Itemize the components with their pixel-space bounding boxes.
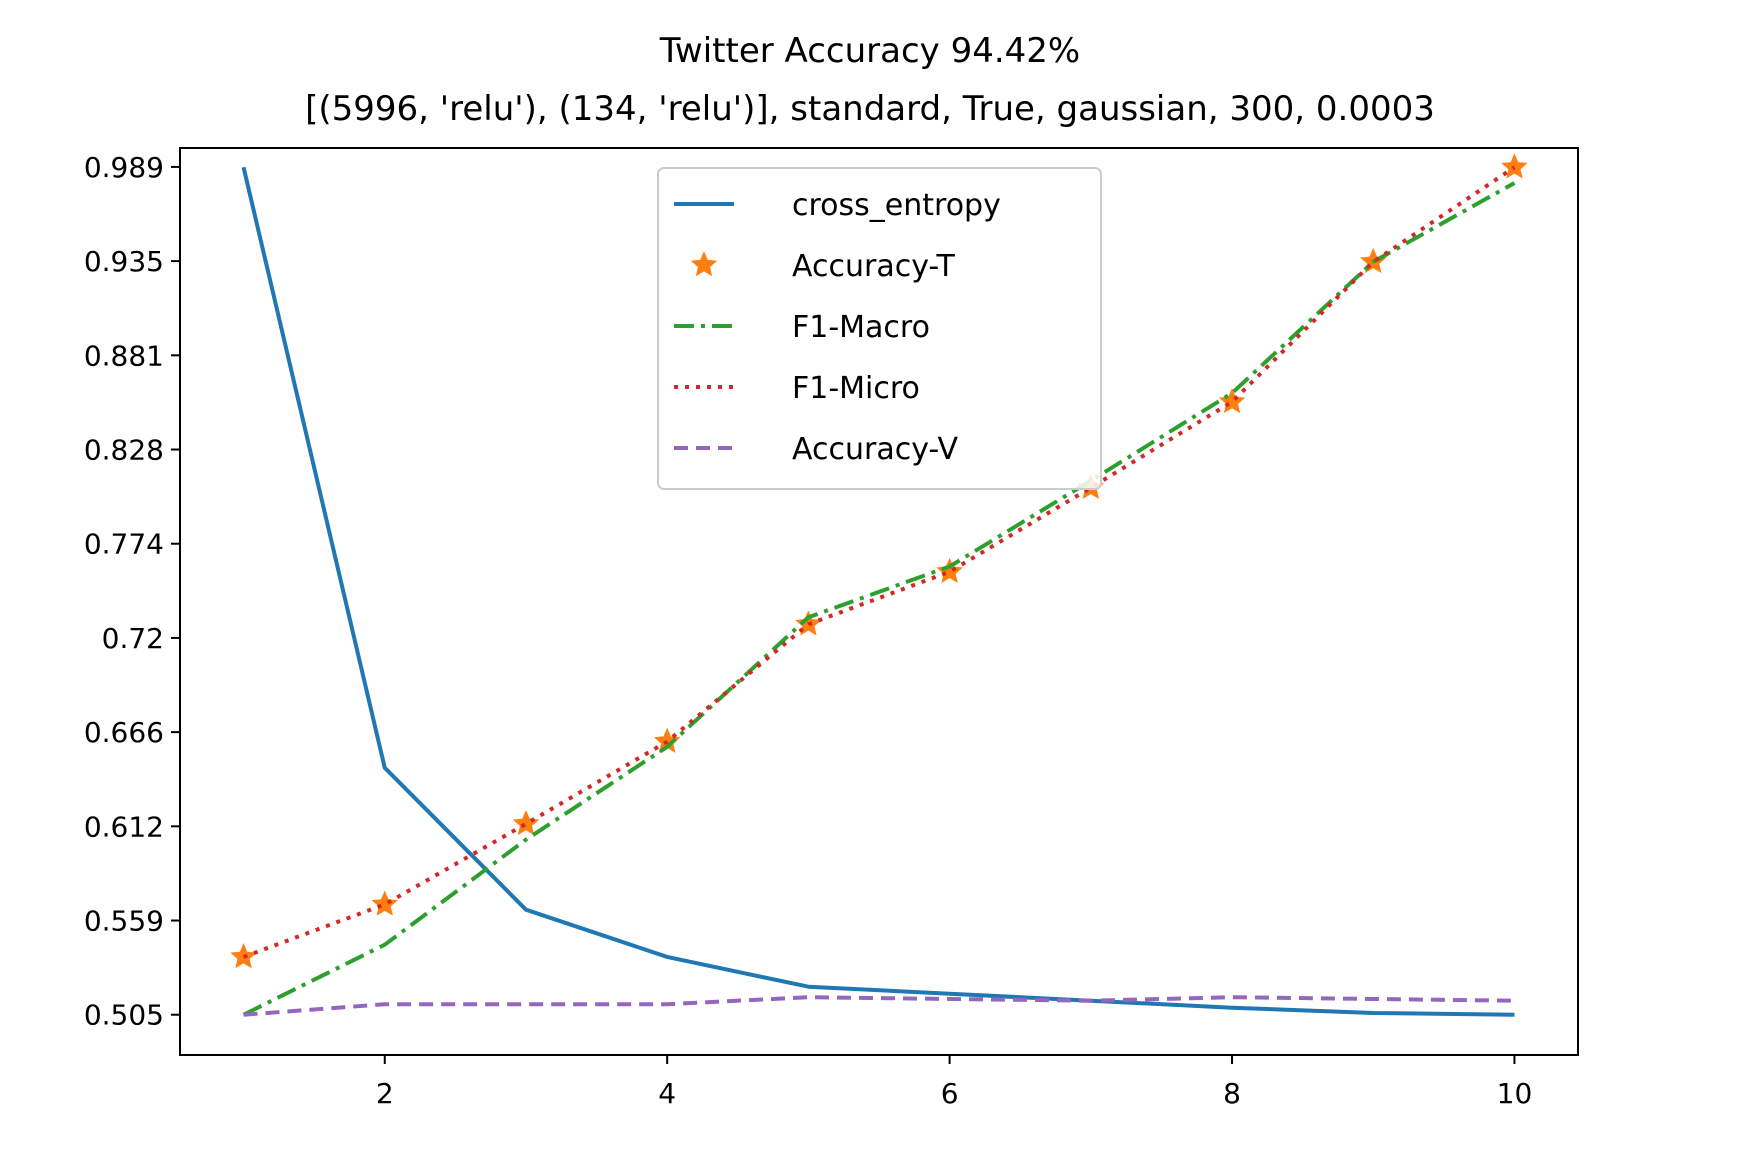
y-tick-label: 0.828 (84, 434, 164, 467)
chart-title: Twitter Accuracy 94.42% (659, 31, 1080, 71)
x-tick-label: 6 (941, 1077, 959, 1110)
data-point-accuracy-t (1218, 387, 1246, 414)
series-line-f1-macro (242, 181, 1516, 1017)
legend-box (657, 167, 1102, 490)
legend-swatch-accuracy-t (690, 251, 718, 277)
y-tick-label: 0.774 (84, 528, 164, 561)
data-point-accuracy-t (936, 557, 963, 583)
plot-area (230, 153, 1528, 1017)
legend-label-f1-micro: F1-Micro (792, 371, 920, 406)
legend-label-f1-macro: F1-Macro (792, 310, 930, 345)
y-tick-label: 0.935 (84, 245, 164, 278)
chart-subtitle: [(5996, 'relu'), (134, 'relu')], standar… (305, 89, 1435, 129)
y-tick-label: 0.559 (84, 905, 164, 938)
data-point-accuracy-t (512, 809, 540, 836)
x-tick-label: 10 (1497, 1077, 1533, 1110)
y-tick-label: 0.989 (84, 151, 164, 184)
series-line-accuracy-v (243, 995, 1515, 1017)
legend-label-accuracy-v: Accuracy-V (792, 432, 959, 467)
legend-label-cross-entropy: cross_entropy (792, 188, 1001, 223)
x-tick-label: 2 (376, 1077, 394, 1110)
axes-frame (179, 147, 1579, 1056)
series-line-cross-entropy (241, 166, 1515, 1017)
series-line-f1-micro (242, 165, 1516, 959)
y-tick-label: 0.72 (102, 622, 164, 655)
y-tick-label: 0.612 (84, 810, 164, 843)
axes: 2 4 6 8 10 0.505 0.559 0.612 0.666 0.72 0.774 0.828… (84, 147, 1579, 1110)
y-tick-label: 0.881 (84, 339, 164, 372)
data-point-accuracy-t (371, 890, 398, 916)
y-tick-label: 0.505 (84, 999, 164, 1032)
legend: cross_entropy Accuracy-T F1-Macro F1-Micro A… (657, 167, 1102, 490)
x-tick-label: 8 (1223, 1077, 1241, 1110)
data-point-accuracy-t (1501, 153, 1528, 179)
y-tick-label: 0.666 (84, 716, 164, 749)
x-tick-label: 4 (658, 1077, 676, 1110)
legend-label-accuracy-t: Accuracy-T (792, 249, 956, 284)
